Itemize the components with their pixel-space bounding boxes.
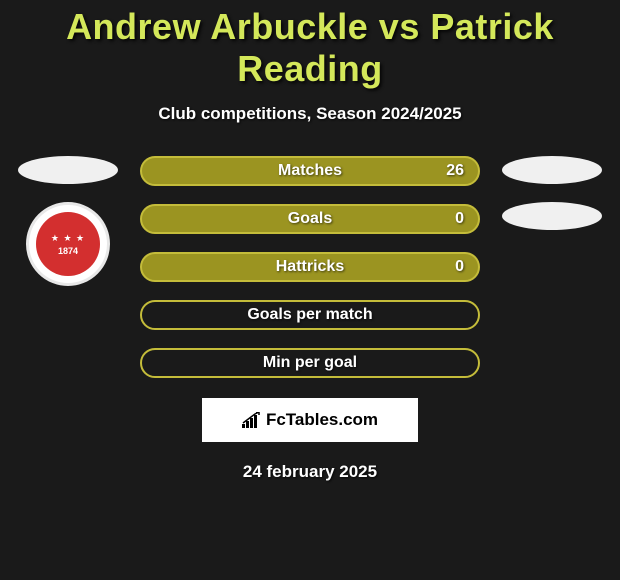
stats-column: Matches 26 Goals 0 Hattricks 0 Goals per… bbox=[128, 156, 492, 482]
page-title: Andrew Arbuckle vs Patrick Reading bbox=[0, 6, 620, 90]
club-badge-left: ★ ★ ★ 1874 bbox=[26, 202, 110, 286]
stat-value: 0 bbox=[455, 210, 464, 228]
player-avatar-right-1 bbox=[502, 156, 602, 184]
club-year: 1874 bbox=[58, 246, 78, 256]
comparison-card: Andrew Arbuckle vs Patrick Reading Club … bbox=[0, 0, 620, 482]
stat-value: 0 bbox=[455, 258, 464, 276]
stat-row-goals-per-match: Goals per match bbox=[140, 300, 480, 330]
subtitle: Club competitions, Season 2024/2025 bbox=[0, 104, 620, 124]
stat-row-min-per-goal: Min per goal bbox=[140, 348, 480, 378]
stat-label: Goals per match bbox=[247, 306, 372, 324]
stat-label: Hattricks bbox=[276, 258, 344, 276]
player-avatar-right-2 bbox=[502, 202, 602, 230]
brand-box: FcTables.com bbox=[202, 398, 418, 442]
body-row: ★ ★ ★ 1874 Matches 26 Goals 0 Hattricks … bbox=[0, 156, 620, 482]
chart-icon bbox=[242, 412, 262, 428]
club-stars: ★ ★ ★ bbox=[51, 233, 85, 244]
club-badge-inner: ★ ★ ★ 1874 bbox=[36, 212, 100, 276]
date-text: 24 february 2025 bbox=[243, 462, 377, 482]
stat-row-hattricks: Hattricks 0 bbox=[140, 252, 480, 282]
brand-text: FcTables.com bbox=[266, 410, 378, 430]
stat-label: Goals bbox=[288, 210, 332, 228]
player-avatar-left bbox=[18, 156, 118, 184]
right-column bbox=[492, 156, 612, 482]
stat-value: 26 bbox=[446, 162, 464, 180]
stat-row-goals: Goals 0 bbox=[140, 204, 480, 234]
left-column: ★ ★ ★ 1874 bbox=[8, 156, 128, 482]
stat-label: Min per goal bbox=[263, 354, 357, 372]
stat-row-matches: Matches 26 bbox=[140, 156, 480, 186]
stat-label: Matches bbox=[278, 162, 342, 180]
